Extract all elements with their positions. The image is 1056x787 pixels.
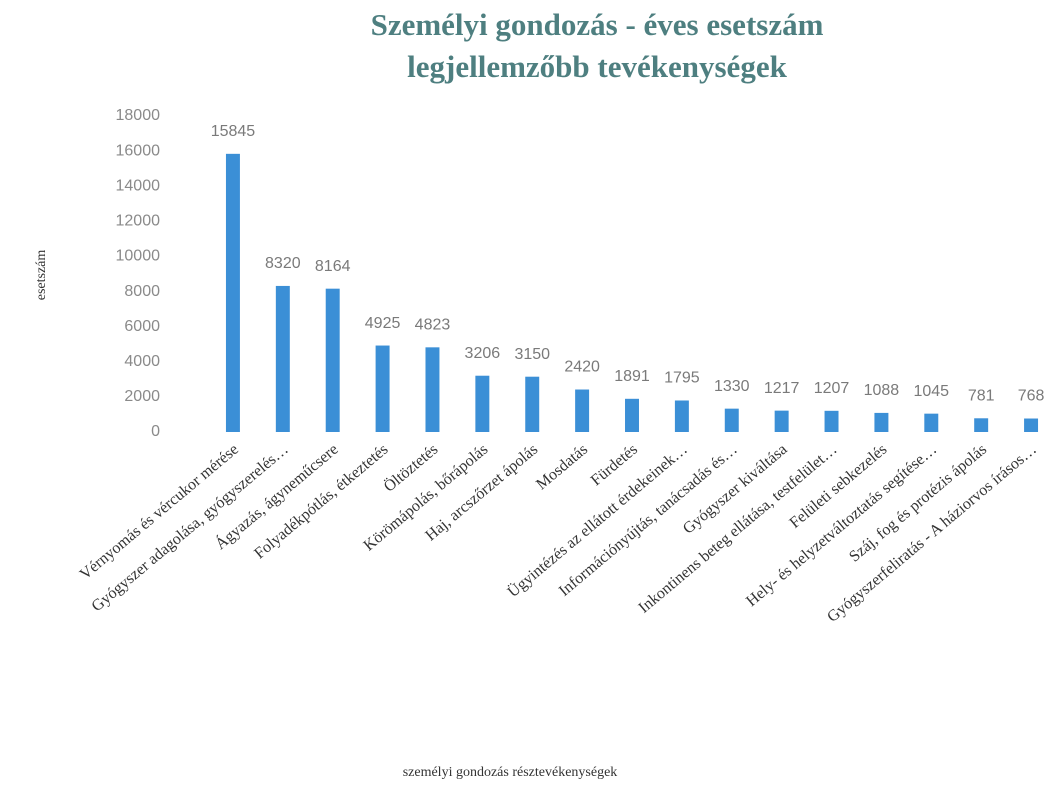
x-tick-label: Információnyújtás, tanácsadás és… — [556, 441, 741, 600]
y-tick-label: 8000 — [124, 283, 160, 300]
bar — [724, 408, 739, 432]
y-tick-label: 0 — [151, 423, 160, 440]
y-tick-label: 10000 — [116, 248, 161, 265]
y-tick-label: 2000 — [124, 388, 160, 405]
chart-subtitle: legjellemzőbb tevékenységek — [407, 49, 787, 84]
bar — [475, 375, 490, 432]
data-label: 1045 — [913, 383, 949, 400]
data-label: 781 — [968, 388, 995, 405]
y-axis-label: esetszám — [34, 250, 49, 301]
bar — [874, 412, 889, 432]
bar — [575, 389, 590, 432]
y-tick-label: 4000 — [124, 353, 160, 370]
bar — [375, 345, 390, 432]
y-tick-label: 16000 — [116, 142, 161, 159]
bar — [1024, 418, 1039, 432]
data-label: 1088 — [864, 382, 900, 399]
bar — [275, 285, 290, 432]
x-tick-label: Gyógyszer adagolása, gyógyszerelés… — [89, 441, 292, 615]
data-label: 2420 — [564, 359, 600, 376]
data-label: 3150 — [514, 346, 550, 363]
data-label: 1330 — [714, 378, 750, 395]
bar — [974, 418, 989, 432]
bar — [774, 410, 789, 432]
data-label: 4823 — [415, 317, 451, 334]
data-label: 1217 — [764, 380, 800, 397]
bar — [924, 413, 939, 432]
x-tick-label: Mosdatás — [533, 441, 591, 493]
bar — [425, 347, 440, 432]
bar — [625, 398, 639, 432]
bar — [325, 288, 340, 432]
y-tick-label: 18000 — [116, 107, 161, 124]
data-label: 1891 — [614, 368, 650, 385]
chart-title: Személyi gondozás - éves esetszám — [371, 7, 824, 42]
y-tick-label: 14000 — [116, 177, 161, 194]
bar — [824, 410, 839, 432]
data-label: 768 — [1018, 388, 1045, 405]
y-tick-label: 6000 — [124, 318, 160, 335]
data-label: 15845 — [211, 123, 256, 140]
data-label: 4925 — [365, 315, 401, 332]
y-tick-label: 12000 — [116, 213, 161, 230]
bar — [525, 376, 540, 432]
data-label: 3206 — [465, 345, 501, 362]
data-label: 1207 — [814, 380, 850, 397]
data-label: 8164 — [315, 258, 351, 275]
x-tick-label: Ügyintézés az ellátott érdekeinek… — [504, 440, 691, 601]
x-axis-label: személyi gondozás résztevékenységek — [403, 765, 618, 780]
data-label: 1795 — [664, 370, 700, 387]
bar — [674, 400, 689, 432]
data-label: 8320 — [265, 255, 301, 272]
bar — [225, 153, 240, 433]
